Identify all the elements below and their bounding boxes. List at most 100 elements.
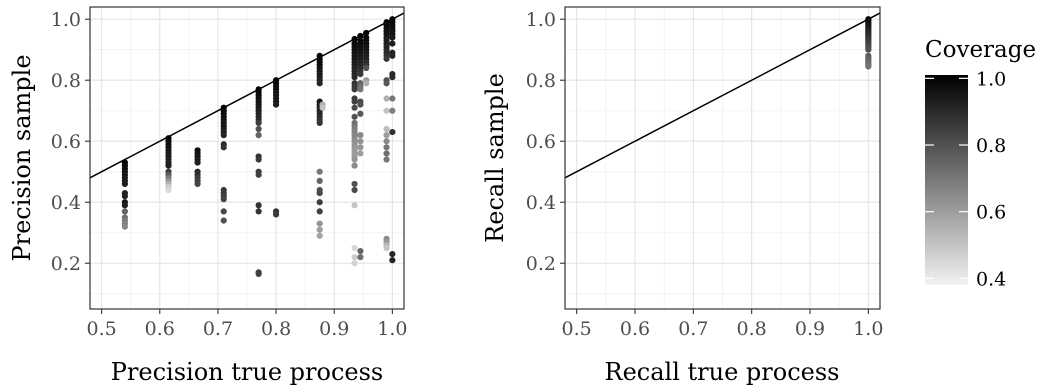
- precision-x-tick-label: 1.0: [377, 318, 407, 340]
- precision-data-point: [351, 260, 358, 267]
- precision-data-point: [316, 208, 323, 215]
- coverage-legend: Coverage 0.4 0.6 0.8 1.0: [925, 37, 1036, 290]
- precision-data-point: [351, 74, 358, 81]
- precision-data-point: [389, 250, 396, 258]
- precision-reference-line: [89, 12, 405, 179]
- precision-data-point: [194, 159, 201, 166]
- recall-x-tick-label: 0.5: [562, 318, 592, 340]
- precision-data-point: [351, 254, 358, 261]
- precision-data-point: [351, 186, 358, 194]
- precision-data-point: [383, 107, 390, 114]
- recall-x-tick-label: 0.8: [737, 318, 767, 340]
- precision-data-point: [383, 156, 390, 163]
- precision-data-point: [255, 125, 262, 133]
- recall-data-point: [865, 63, 872, 70]
- precision-data-point: [351, 202, 358, 209]
- precision-y-tick-label: 1.0: [51, 9, 81, 31]
- precision-data-point: [383, 80, 390, 87]
- precision-data-point: [316, 168, 323, 175]
- precision-x-ticks: 0.5 0.6 0.7 0.8 0.9 1.0: [87, 309, 407, 340]
- recall-x-axis-title: Recall true process: [605, 358, 840, 386]
- colorbar-tick-label: 0.8: [976, 135, 1006, 157]
- recall-y-tick-label: 0.4: [526, 192, 556, 214]
- recall-x-ticks: 0.5 0.6 0.7 0.8 0.9 1.0: [562, 309, 883, 340]
- precision-data-point: [316, 199, 323, 206]
- recall-y-tick-label: 0.2: [526, 253, 556, 275]
- colorbar-tick-label: 0.4: [976, 268, 1006, 290]
- precision-data-point: [357, 254, 364, 261]
- recall-panel: 0.5 0.6 0.7 0.8 0.9 1.0 0.2 0.4 0.6 0.8 1.0 Recal…: [481, 6, 883, 386]
- recall-x-tick-label: 1.0: [853, 318, 883, 340]
- precision-data-point: [319, 104, 326, 111]
- precision-x-tick-label: 0.6: [145, 318, 175, 340]
- precision-data-point: [383, 95, 390, 102]
- precision-x-tick-label: 0.8: [261, 318, 291, 340]
- precision-data-point: [351, 162, 358, 169]
- precision-data-point: [316, 80, 323, 87]
- recall-y-tick-label: 0.6: [526, 131, 556, 153]
- coverage-colorbar: [925, 75, 968, 285]
- precision-data-point: [389, 34, 396, 41]
- precision-data-point: [389, 107, 396, 114]
- precision-data-point: [383, 150, 390, 157]
- precision-data-point: [165, 186, 172, 194]
- precision-data-point: [121, 208, 128, 215]
- precision-data-point: [357, 32, 364, 40]
- precision-data-point: [357, 101, 364, 108]
- recall-y-tick-label: 0.8: [526, 70, 556, 92]
- precision-data-point: [383, 125, 390, 133]
- precision-data-point: [357, 132, 364, 139]
- precision-data-point: [121, 193, 128, 200]
- precision-data-point: [194, 180, 201, 188]
- recall-reference-line: [564, 12, 881, 179]
- precision-y-ticks: 0.2 0.4 0.6 0.8 1.0: [51, 9, 90, 275]
- precision-data-point: [351, 113, 358, 120]
- precision-y-axis-title: Precision sample: [8, 54, 36, 261]
- precision-panel-border: [89, 6, 405, 310]
- precision-data-point: [272, 211, 280, 218]
- precision-data-point: [316, 220, 323, 227]
- precision-data-point: [255, 132, 262, 139]
- precision-data-point: [351, 35, 358, 43]
- precision-data-point: [272, 101, 280, 108]
- precision-data-point: [316, 232, 323, 239]
- precision-data-point: [351, 104, 358, 111]
- recall-panel-border: [564, 6, 881, 310]
- recall-x-tick-label: 0.9: [795, 318, 825, 340]
- precision-data-point: [357, 144, 364, 151]
- precision-data-point: [383, 138, 390, 145]
- precision-y-tick-label: 0.6: [51, 131, 81, 153]
- precision-y-tick-label: 0.8: [51, 70, 81, 92]
- colorbar-tick-label: 0.6: [976, 202, 1006, 224]
- legend-title: Coverage: [925, 37, 1036, 63]
- precision-data-point: [351, 98, 358, 105]
- precision-data-point: [220, 144, 227, 151]
- precision-data-point: [316, 189, 323, 197]
- colorbar-ticks: 0.4 0.6 0.8 1.0: [925, 68, 1006, 290]
- precision-y-tick-label: 0.2: [51, 253, 81, 275]
- recall-grid: [565, 7, 880, 309]
- precision-data-point: [363, 29, 370, 37]
- precision-x-tick-label: 0.9: [319, 318, 349, 340]
- precision-data-point: [357, 110, 364, 117]
- precision-data-point: [220, 132, 227, 139]
- precision-data-point: [383, 132, 390, 139]
- precision-data-point: [363, 80, 370, 87]
- precision-data-point: [351, 86, 358, 93]
- precision-data-point: [357, 150, 364, 157]
- precision-data-point: [351, 156, 358, 163]
- precision-data-point: [389, 128, 396, 136]
- precision-data-point: [165, 162, 172, 169]
- precision-data-point: [255, 208, 262, 215]
- precision-data-point: [363, 64, 370, 72]
- precision-data-point: [351, 180, 358, 188]
- precision-data-point: [121, 223, 128, 230]
- precision-data-point: [351, 244, 358, 252]
- precision-data-point: [357, 138, 364, 145]
- precision-data-point: [357, 86, 364, 93]
- precision-x-tick-label: 0.7: [203, 318, 233, 340]
- precision-x-tick-label: 0.5: [87, 318, 117, 340]
- precision-data-point: [121, 202, 128, 209]
- precision-points: [121, 16, 396, 278]
